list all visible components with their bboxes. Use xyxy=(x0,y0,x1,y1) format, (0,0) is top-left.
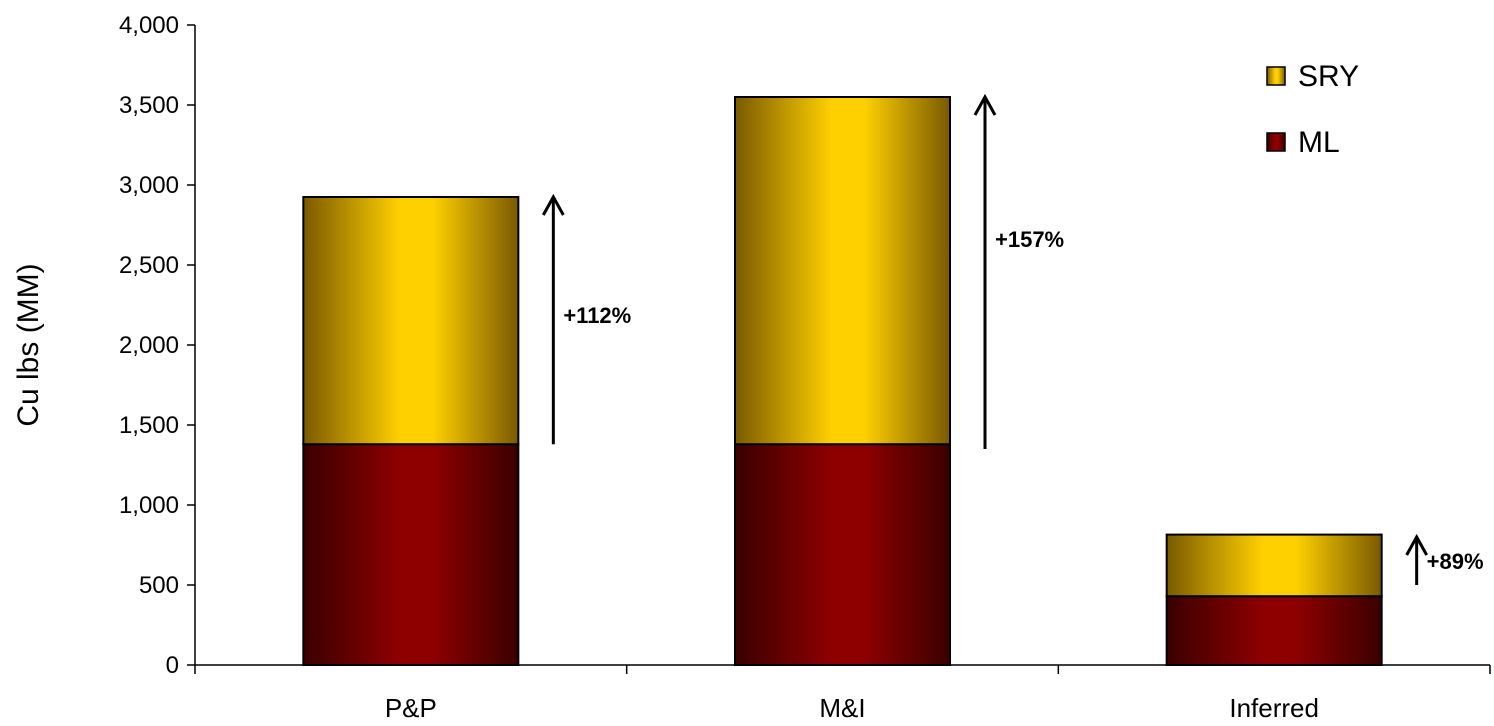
annotations: +112% +157% +89% xyxy=(542,93,1484,585)
x-axis: P&P M&I Inferred xyxy=(194,664,1491,723)
bar-segment-sry xyxy=(734,96,951,446)
y-tick-label: 0 xyxy=(166,652,179,679)
y-tick-label: 3,000 xyxy=(119,172,179,199)
y-tick-label: 500 xyxy=(139,572,179,599)
growth-arrow xyxy=(1405,533,1428,585)
bar-segment-sry xyxy=(302,196,520,446)
y-tick-label: 2,500 xyxy=(119,252,179,279)
legend-swatch-sry xyxy=(1266,66,1286,86)
growth-label: +89% xyxy=(1427,549,1484,574)
y-ticks: 0 500 1,000 1,500 2,000 2,500 3,000 3,500 4,000 xyxy=(119,12,195,679)
y-axis: 0 500 1,000 1,500 2,000 2,500 3,000 3,500 4,000 xyxy=(119,12,196,679)
legend-swatch-ml xyxy=(1266,132,1286,152)
y-tick-label: 4,000 xyxy=(119,12,179,39)
bar-segment-ml xyxy=(734,443,951,667)
bar-segment-ml xyxy=(302,443,520,667)
growth-arrow xyxy=(542,193,565,445)
y-tick-label: 1,000 xyxy=(119,492,179,519)
y-tick-label: 1,500 xyxy=(119,412,179,439)
growth-label: +157% xyxy=(995,227,1064,252)
legend: SRY ML xyxy=(1266,60,1359,159)
growth-arrow xyxy=(973,93,997,449)
bar-segment-ml xyxy=(1165,595,1383,667)
legend-label-sry: SRY xyxy=(1298,60,1359,93)
x-ticks: P&P M&I Inferred xyxy=(194,665,1491,723)
y-tick-label: 3,500 xyxy=(119,92,179,119)
growth-label: +112% xyxy=(563,303,631,328)
bar-segment-sry xyxy=(1165,533,1383,598)
x-tick-label: P&P xyxy=(385,693,437,723)
y-tick-label: 2,000 xyxy=(119,332,179,359)
legend-label-ml: ML xyxy=(1298,126,1340,159)
x-tick-label: M&I xyxy=(819,693,865,723)
bars xyxy=(302,96,1383,667)
y-axis-label: Cu lbs (MM) xyxy=(12,263,45,426)
x-tick-label: Inferred xyxy=(1229,693,1319,723)
